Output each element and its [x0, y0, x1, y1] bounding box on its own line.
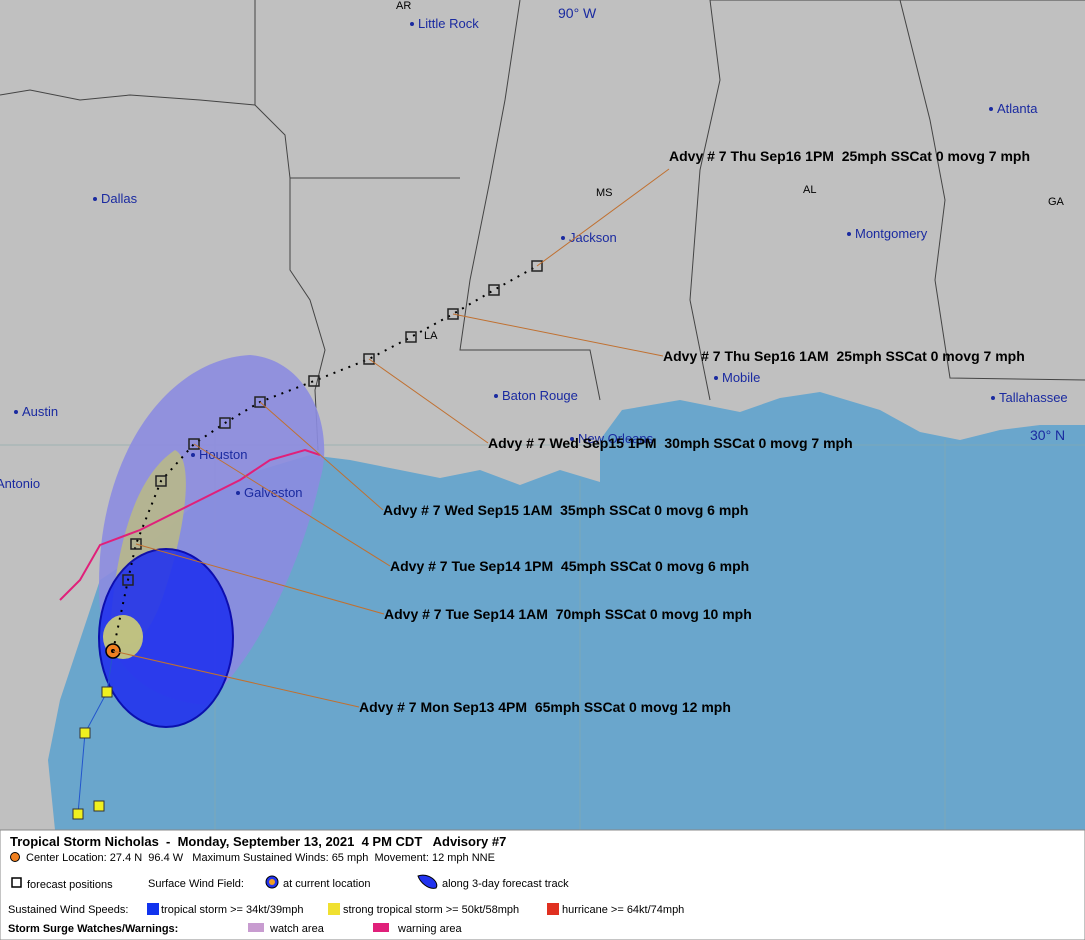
legend-center: Center Location: 27.4 N 96.4 W Maximum S…	[26, 852, 495, 864]
forecast-position	[122, 574, 134, 586]
legend-panel	[0, 829, 1085, 940]
state-label: AR	[396, 0, 411, 12]
legend-forecast-icon	[11, 877, 22, 888]
leader-line	[135, 543, 385, 615]
map-labels: Little RockDallasJacksonAtlantaMontgomer…	[0, 0, 1068, 715]
legend-hurricane: hurricane >= 64kt/74mph	[562, 904, 684, 916]
advisory-label: Advy # 7 Wed Sep15 1AM 35mph SSCat 0 mov…	[383, 502, 748, 518]
advisory-label: Advy # 7 Thu Sep16 1PM 25mph SSCat 0 mov…	[669, 148, 1030, 164]
state-label: AL	[803, 184, 816, 196]
past-position	[93, 800, 105, 812]
forecast-position	[130, 538, 142, 550]
graticule-label: 90° W	[558, 5, 597, 21]
leader-line	[112, 650, 360, 708]
legend-speeds: Sustained Wind Speeds:	[8, 904, 128, 916]
forecast-position	[188, 438, 200, 450]
past-position	[72, 808, 84, 820]
legend-current: at current location	[283, 878, 370, 890]
forecast-position	[254, 396, 266, 408]
advisory-label: Advy # 7 Wed Sep15 1PM 30mph SSCat 0 mov…	[488, 435, 853, 451]
city-dot	[236, 491, 240, 495]
city-dot	[714, 376, 718, 380]
graticule-label: 30° N	[1030, 427, 1065, 443]
city-dot	[570, 437, 574, 441]
leader-line	[452, 313, 664, 357]
city-label: Houston	[199, 447, 247, 462]
city-dot	[14, 410, 18, 414]
leader-line	[536, 168, 670, 267]
forecast-position	[488, 284, 500, 296]
city-label: Galveston	[244, 485, 303, 500]
legend-warning: warning area	[397, 923, 462, 935]
past-track	[77, 650, 114, 815]
city-label: Atlanta	[997, 101, 1038, 116]
city-label: Antonio	[0, 476, 40, 491]
city-dot	[410, 22, 414, 26]
advisory-label: Advy # 7 Tue Sep14 1AM 70mph SSCat 0 mov…	[384, 606, 752, 622]
city-label: Dallas	[101, 191, 138, 206]
state-label: GA	[1048, 196, 1065, 208]
forecast-position	[447, 308, 459, 320]
legend-center-icon	[10, 852, 20, 862]
city-label: Little Rock	[418, 16, 479, 31]
city-label: Baton Rouge	[502, 388, 578, 403]
forecast-position	[531, 260, 543, 272]
city-label: Tallahassee	[999, 390, 1068, 405]
legend-ts: tropical storm >= 34kt/39mph	[161, 904, 303, 916]
legend-title: Tropical Storm Nicholas - Monday, Septem…	[10, 834, 506, 849]
state-borders	[0, 0, 1085, 451]
legend-surge: Storm Surge Watches/Warnings:	[8, 923, 178, 935]
city-dot	[494, 394, 498, 398]
past-position	[79, 727, 91, 739]
city-label: New Orleans	[578, 431, 654, 446]
leader-line	[259, 401, 384, 511]
city-dot	[561, 236, 565, 240]
forecast-position	[155, 475, 167, 487]
legend-sts: strong tropical storm >= 50kt/58mph	[343, 904, 519, 916]
legend-forecast: forecast positions	[27, 879, 113, 891]
legend-watch: watch area	[269, 923, 325, 935]
city-dot	[93, 197, 97, 201]
legend-wind-field: Surface Wind Field:	[148, 878, 244, 890]
city-dot	[991, 396, 995, 400]
current-wind-field	[98, 548, 234, 728]
forecast-position	[363, 353, 375, 365]
forecast-position	[405, 331, 417, 343]
leader-line	[193, 443, 391, 567]
forecast-position	[308, 375, 320, 387]
city-label: Montgomery	[855, 226, 928, 241]
leader-line	[368, 358, 489, 444]
forecast-position	[219, 417, 231, 429]
track-markers	[72, 260, 543, 820]
state-label: MS	[596, 187, 613, 199]
city-label: Mobile	[722, 370, 760, 385]
legend-track: along 3-day forecast track	[442, 878, 569, 890]
advisory-label: Advy # 7 Tue Sep14 1PM 45mph SSCat 0 mov…	[390, 558, 749, 574]
city-label: Austin	[22, 404, 58, 419]
city-dot	[989, 107, 993, 111]
past-position	[101, 686, 113, 698]
surge-warning	[59, 448, 321, 601]
city-dot	[191, 453, 195, 457]
advisory-label: Advy # 7 Mon Sep13 4PM 65mph SSCat 0 mov…	[359, 699, 731, 715]
city-dot	[847, 232, 851, 236]
state-label: LA	[424, 330, 438, 342]
advisory-label: Advy # 7 Thu Sep16 1AM 25mph SSCat 0 mov…	[663, 348, 1025, 364]
